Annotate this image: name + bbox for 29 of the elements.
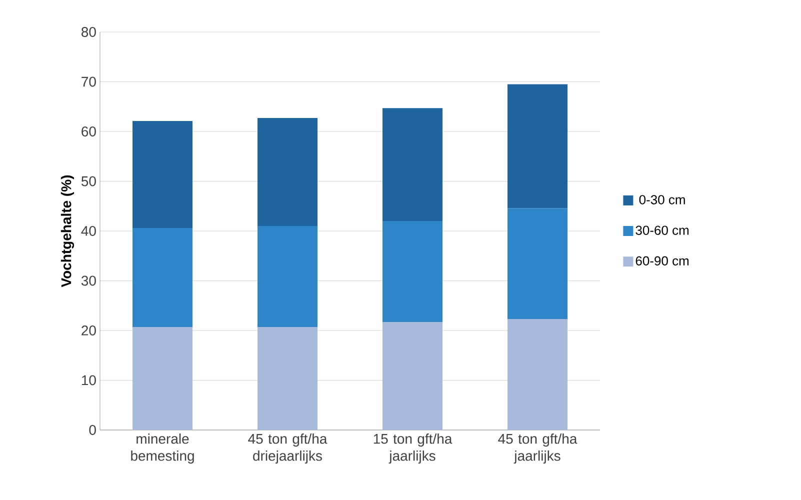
bar <box>132 327 193 430</box>
legend-label: 0-30 cm <box>639 195 685 204</box>
legend-label: 60-90 cm <box>636 256 689 266</box>
y-tick-label: 20 <box>82 326 96 336</box>
bar <box>132 121 193 228</box>
bar <box>508 84 568 208</box>
y-tick-label: 10 <box>82 375 96 386</box>
bar <box>382 322 442 430</box>
x-tick-label: 45 ton gft/ha jaarlijks <box>498 434 578 464</box>
legend-label: 30-60 cm <box>636 226 689 235</box>
bar <box>382 108 442 222</box>
y-tick-label: 40 <box>81 226 96 236</box>
y-tick-label: 30 <box>81 276 96 286</box>
bar <box>508 319 568 430</box>
x-tick-label: minerale bemesting <box>131 434 194 464</box>
bar <box>132 228 193 328</box>
y-tick-label: 60 <box>82 126 96 136</box>
bar <box>382 221 442 322</box>
bar <box>258 118 318 226</box>
x-tick-label: 45 ton gft/ha driejaarlijks <box>248 434 328 464</box>
y-tick-label: 0 <box>89 425 96 435</box>
y-axis-title: Vochtgehalte (%) <box>60 175 74 288</box>
y-tick-label: 80 <box>82 27 96 37</box>
y-tick-label: 50 <box>81 176 96 186</box>
bar <box>258 327 318 430</box>
y-tick-label: 70 <box>82 76 96 87</box>
x-tick-label: 15 ton gft/ha jaarlijks <box>374 434 452 464</box>
bar <box>508 208 568 320</box>
bar <box>258 226 318 328</box>
